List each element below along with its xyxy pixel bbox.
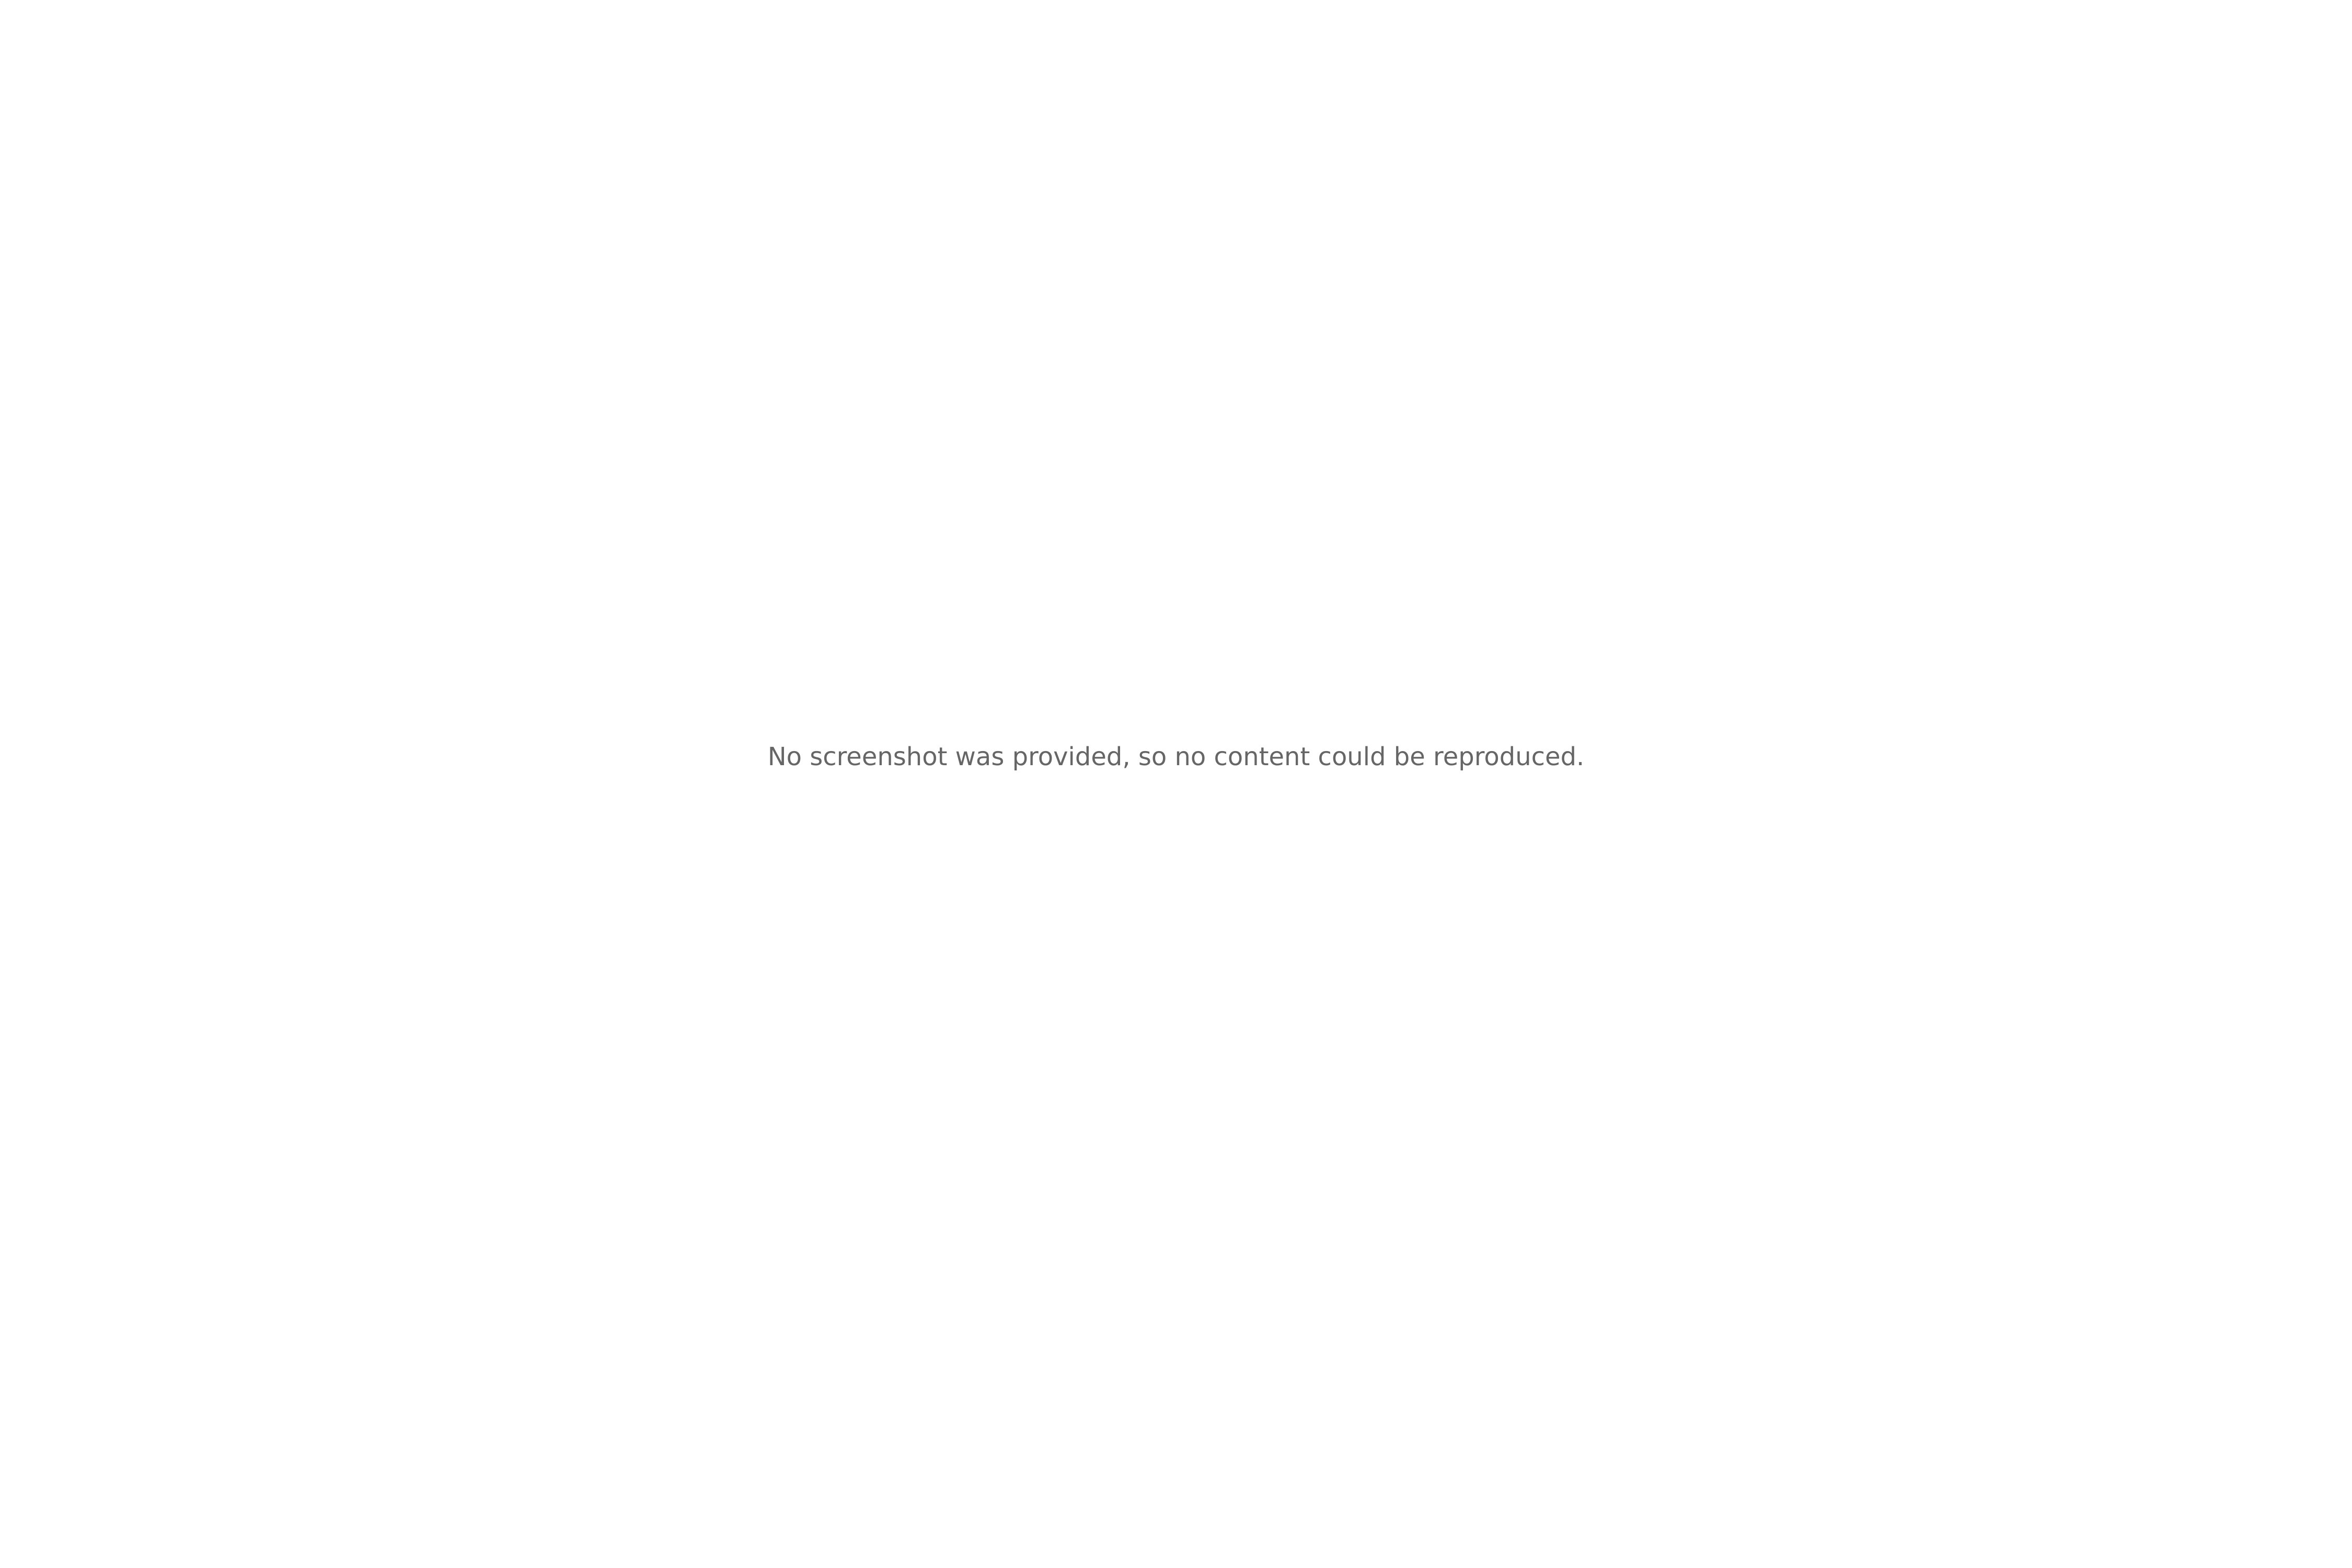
- missing-image-notice: No screenshot was provided, so no conten…: [767, 742, 1585, 771]
